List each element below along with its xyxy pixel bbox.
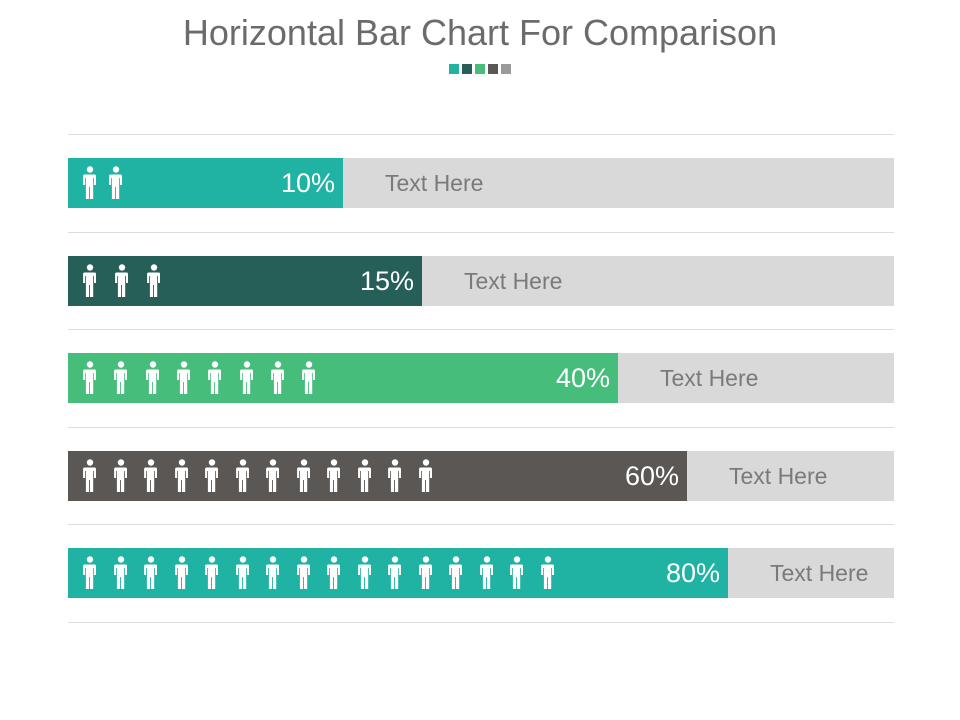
person-icon bbox=[236, 556, 250, 595]
person-icon bbox=[146, 361, 160, 400]
person-icon bbox=[388, 556, 402, 595]
person-icon bbox=[480, 556, 494, 595]
person-icon bbox=[83, 361, 97, 400]
person-icon bbox=[388, 459, 402, 498]
row-separator bbox=[68, 329, 894, 330]
person-icon bbox=[358, 556, 372, 595]
person-icon bbox=[240, 361, 254, 400]
percent-label: 15% bbox=[359, 266, 414, 296]
person-icon bbox=[541, 556, 555, 595]
color-swatch bbox=[449, 64, 459, 74]
percent-label: 80% bbox=[665, 558, 720, 588]
person-icon bbox=[83, 264, 97, 303]
person-icon bbox=[109, 166, 123, 205]
person-icon bbox=[175, 459, 189, 498]
bar-row: 15% Text Here bbox=[68, 256, 894, 306]
person-icon bbox=[114, 361, 128, 400]
person-icon bbox=[83, 166, 97, 205]
person-icon bbox=[114, 556, 128, 595]
person-icon bbox=[302, 361, 316, 400]
bar-text-label: Text Here bbox=[385, 170, 484, 196]
person-icon bbox=[83, 459, 97, 498]
color-swatch bbox=[462, 64, 472, 74]
person-icon bbox=[327, 459, 341, 498]
bar-text-label: Text Here bbox=[660, 365, 759, 391]
bar-row: 80% Text Here bbox=[68, 548, 894, 598]
person-icon bbox=[419, 556, 433, 595]
person-icon bbox=[205, 556, 219, 595]
person-icon bbox=[297, 459, 311, 498]
person-icon bbox=[449, 556, 463, 595]
person-icon bbox=[114, 459, 128, 498]
row-separator bbox=[68, 134, 894, 135]
person-icon bbox=[327, 556, 341, 595]
bar-row: 40% Text Here bbox=[68, 353, 894, 403]
people-group bbox=[68, 158, 343, 208]
people-group bbox=[68, 548, 728, 598]
person-icon bbox=[266, 459, 280, 498]
person-icon bbox=[208, 361, 222, 400]
bar-row: 60% Text Here bbox=[68, 451, 894, 501]
person-icon bbox=[175, 556, 189, 595]
person-icon bbox=[177, 361, 191, 400]
bar-text-label: Text Here bbox=[770, 560, 869, 586]
person-icon bbox=[236, 459, 250, 498]
bar-fill: 10% bbox=[68, 158, 343, 208]
bar-row: 10% Text Here bbox=[68, 158, 894, 208]
row-separator bbox=[68, 622, 894, 623]
row-separator bbox=[68, 427, 894, 428]
percent-label: 10% bbox=[280, 168, 335, 198]
people-group bbox=[68, 353, 618, 403]
percent-label: 60% bbox=[624, 461, 679, 491]
person-icon bbox=[115, 264, 129, 303]
people-group bbox=[68, 256, 422, 306]
color-swatch bbox=[475, 64, 485, 74]
row-separator bbox=[68, 232, 894, 233]
color-swatch bbox=[501, 64, 511, 74]
bar-fill: 15% bbox=[68, 256, 422, 306]
bar-text-label: Text Here bbox=[464, 268, 563, 294]
bar-text-label: Text Here bbox=[729, 463, 828, 489]
person-icon bbox=[510, 556, 524, 595]
color-swatch bbox=[488, 64, 498, 74]
bar-fill: 80% bbox=[68, 548, 728, 598]
people-group bbox=[68, 451, 687, 501]
person-icon bbox=[419, 459, 433, 498]
person-icon bbox=[358, 459, 372, 498]
person-icon bbox=[144, 459, 158, 498]
person-icon bbox=[147, 264, 161, 303]
row-separator bbox=[68, 524, 894, 525]
person-icon bbox=[271, 361, 285, 400]
chart-title: Horizontal Bar Chart For Comparison bbox=[182, 12, 778, 53]
bar-fill: 40% bbox=[68, 353, 618, 403]
person-icon bbox=[297, 556, 311, 595]
person-icon bbox=[266, 556, 280, 595]
person-icon bbox=[144, 556, 158, 595]
person-icon bbox=[205, 459, 219, 498]
bar-fill: 60% bbox=[68, 451, 687, 501]
percent-label: 40% bbox=[555, 363, 610, 393]
color-swatches bbox=[0, 64, 960, 74]
person-icon bbox=[83, 556, 97, 595]
